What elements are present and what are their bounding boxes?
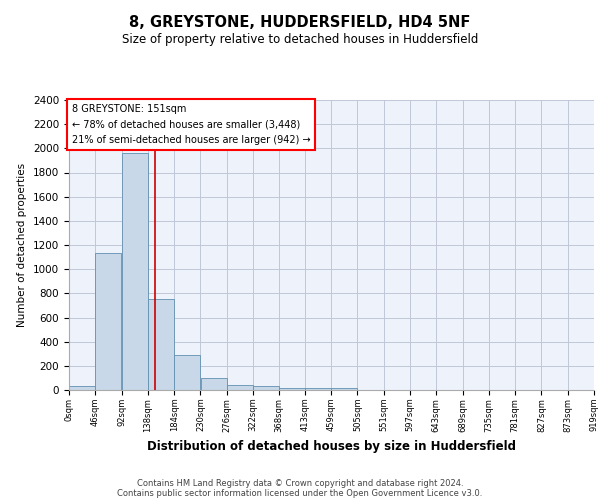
Bar [95, 254, 121, 390]
Bar [148, 300, 174, 390]
Text: Size of property relative to detached houses in Huddersfield: Size of property relative to detached ho… [122, 32, 478, 46]
Bar [200, 378, 227, 390]
Y-axis label: Number of detached properties: Number of detached properties [17, 163, 28, 327]
Bar [305, 388, 331, 390]
Text: 8 GREYSTONE: 151sqm
← 78% of detached houses are smaller (3,448)
21% of semi-det: 8 GREYSTONE: 151sqm ← 78% of detached ho… [72, 104, 310, 145]
Bar [122, 153, 148, 390]
X-axis label: Distribution of detached houses by size in Huddersfield: Distribution of detached houses by size … [147, 440, 516, 453]
Text: Contains HM Land Registry data © Crown copyright and database right 2024.: Contains HM Land Registry data © Crown c… [137, 478, 463, 488]
Text: 8, GREYSTONE, HUDDERSFIELD, HD4 5NF: 8, GREYSTONE, HUDDERSFIELD, HD4 5NF [130, 15, 470, 30]
Bar [253, 386, 279, 390]
Bar [331, 388, 358, 390]
Bar [227, 385, 253, 390]
Bar [174, 355, 200, 390]
Text: Contains public sector information licensed under the Open Government Licence v3: Contains public sector information licen… [118, 488, 482, 498]
Bar [69, 386, 95, 390]
Bar [280, 388, 305, 390]
